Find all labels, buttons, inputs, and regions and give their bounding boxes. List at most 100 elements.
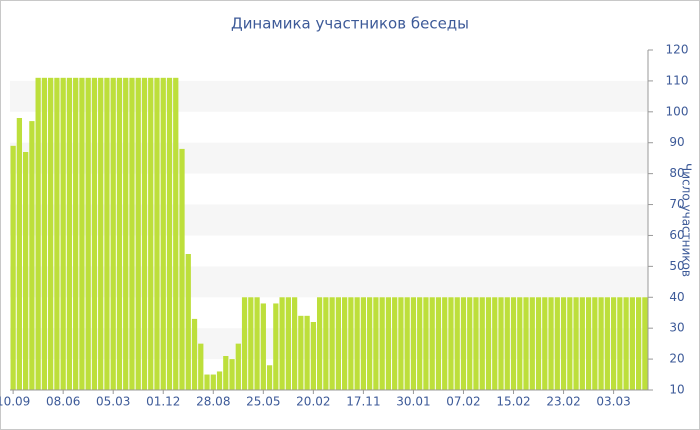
bar (548, 297, 554, 390)
y-tick-label: 60 (669, 228, 684, 242)
bar (454, 297, 460, 390)
bar (473, 297, 479, 390)
bar (29, 121, 35, 390)
bar (160, 77, 166, 391)
bar (266, 365, 273, 390)
bar (204, 374, 210, 390)
bar (198, 343, 204, 390)
bar (185, 254, 191, 390)
bar (73, 77, 79, 391)
bar (123, 77, 129, 391)
bar (235, 343, 241, 390)
bar (410, 297, 417, 390)
bar (216, 371, 223, 390)
bar (304, 315, 310, 390)
bar (517, 297, 523, 390)
bar (35, 77, 41, 391)
bar (379, 297, 385, 390)
x-tick-label: 15.02 (496, 395, 530, 409)
bar (54, 77, 60, 391)
bar (316, 297, 323, 390)
bar (460, 297, 467, 390)
bar (279, 297, 285, 390)
bar (542, 297, 548, 390)
bar (91, 77, 98, 391)
grid-band (10, 80, 648, 112)
y-tick-label: 110 (666, 73, 689, 87)
bar (635, 297, 642, 390)
bar (335, 297, 342, 390)
bar (116, 77, 123, 391)
bar (529, 297, 535, 390)
x-tick-label: 10.09 (0, 395, 30, 409)
bar (273, 303, 279, 390)
bar (629, 297, 635, 390)
y-tick-label: 90 (669, 135, 684, 149)
bar (448, 297, 454, 390)
bar (23, 152, 29, 390)
grid-band (10, 204, 648, 236)
bar (229, 359, 235, 390)
y-tick-label: 80 (669, 166, 684, 180)
bar (241, 297, 248, 390)
x-tick-label: 30.01 (396, 395, 430, 409)
x-tick-label: 08.06 (46, 395, 80, 409)
bar (254, 297, 260, 390)
bar (498, 297, 504, 390)
bar (442, 297, 448, 390)
bar (642, 297, 648, 390)
bar (110, 77, 116, 391)
y-tick-label: 100 (666, 104, 689, 118)
bar (348, 297, 354, 390)
x-tick-label: 03.03 (596, 395, 630, 409)
bar (617, 297, 623, 390)
x-tick-label: 23.02 (546, 395, 580, 409)
bar (129, 77, 135, 391)
bar (467, 297, 473, 390)
bar (323, 297, 329, 390)
bar (398, 297, 404, 390)
bar (260, 303, 266, 390)
bar (79, 77, 85, 391)
bar (223, 356, 229, 390)
x-tick-label: 20.02 (296, 395, 330, 409)
bar (392, 297, 398, 390)
bar (179, 148, 185, 390)
bar (492, 297, 498, 390)
y-axis-label: Число участников (680, 163, 694, 277)
grid-band (10, 142, 648, 174)
bar (360, 297, 367, 390)
bar (560, 297, 567, 390)
bar (85, 77, 91, 391)
bar (210, 374, 216, 390)
bar (104, 77, 110, 391)
bar (385, 297, 392, 390)
bar (417, 297, 423, 390)
y-tick-label: 50 (669, 259, 684, 273)
x-tick-label: 25.05 (246, 395, 280, 409)
x-tick-label: 07.02 (446, 395, 480, 409)
grid-band (10, 328, 648, 360)
chart-title: Динамика участников беседы (231, 15, 469, 33)
bar (248, 297, 254, 390)
bar (567, 297, 573, 390)
bar (66, 77, 73, 391)
bar (598, 297, 604, 390)
bar (154, 77, 160, 391)
bar (585, 297, 592, 390)
bar (523, 297, 529, 390)
y-tick-label: 20 (669, 352, 684, 366)
bar (148, 77, 154, 391)
grid-band (10, 266, 648, 298)
y-tick-label: 120 (666, 43, 689, 57)
bar (485, 297, 492, 390)
bar (10, 145, 16, 390)
bar (535, 297, 542, 390)
bar (291, 297, 298, 390)
bar (16, 118, 23, 390)
bar (98, 77, 104, 391)
bar (579, 297, 585, 390)
bar (135, 77, 141, 391)
y-tick-label: 10 (669, 383, 684, 397)
